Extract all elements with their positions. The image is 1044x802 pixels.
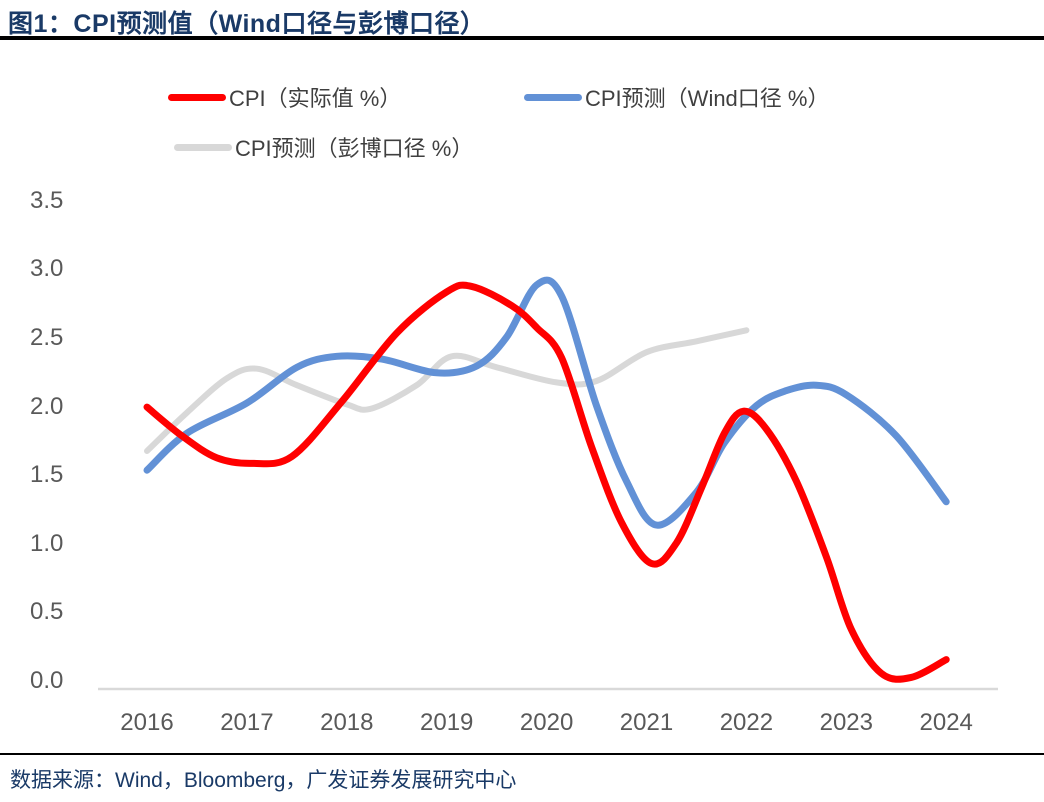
chart-series-group (143, 276, 950, 683)
x-tick-label: 2021 (619, 709, 674, 736)
x-tick-label: 2017 (220, 709, 274, 736)
y-tick-label: 1.5 (30, 461, 64, 489)
y-tick-label: 0.5 (30, 598, 64, 626)
series-line-cpi-wind-forecast (143, 276, 950, 529)
y-tick-label: 0.0 (30, 667, 64, 694)
y-tick-label: 2.5 (30, 324, 64, 351)
x-tick-label: 2022 (719, 709, 774, 736)
series-line-cpi-bloomberg-forecast (144, 327, 750, 454)
legend-swatch-blue-line (524, 93, 582, 101)
legend-label-cpi-bloomberg-forecast: CPI预测（彭博口径 %） (235, 136, 474, 161)
x-tick-label: 2019 (419, 709, 474, 736)
legend-swatch-gray-line (174, 143, 232, 151)
y-tick-label: 2.0 (30, 392, 64, 420)
legend-label-cpi-wind-forecast: CPI预测（Wind口径 %） (585, 86, 830, 111)
y-tick-label: 3.0 (30, 255, 64, 283)
source-note: 数据来源：Wind，Bloomberg，广发证券发展研究中心 (10, 769, 517, 792)
x-tick-label: 2020 (519, 709, 574, 736)
figure-title: 图1：CPI预测值（Wind口径与彭博口径） (8, 10, 486, 38)
legend-item-cpi-actual: CPI（实际值 %） (168, 83, 401, 111)
legend-item-cpi-wind-forecast: CPI预测（Wind口径 %） (524, 83, 829, 111)
legend-swatch-red-line (168, 93, 226, 101)
x-tick-label: 2023 (819, 709, 873, 736)
x-tick-label: 2024 (919, 709, 973, 736)
x-tick-label: 2018 (320, 709, 374, 736)
title-underline (0, 36, 1044, 40)
series-line-cpi-actual (143, 281, 950, 683)
x-tick-label: 2016 (120, 709, 174, 736)
legend-item-cpi-bloomberg-forecast: CPI预测（彭博口径 %） (174, 133, 473, 161)
footer-divider (0, 753, 1044, 755)
y-tick-label: 1.0 (30, 529, 64, 557)
legend-label-cpi-actual: CPI（实际值 %） (229, 86, 402, 111)
y-tick-label: 3.5 (30, 186, 64, 214)
